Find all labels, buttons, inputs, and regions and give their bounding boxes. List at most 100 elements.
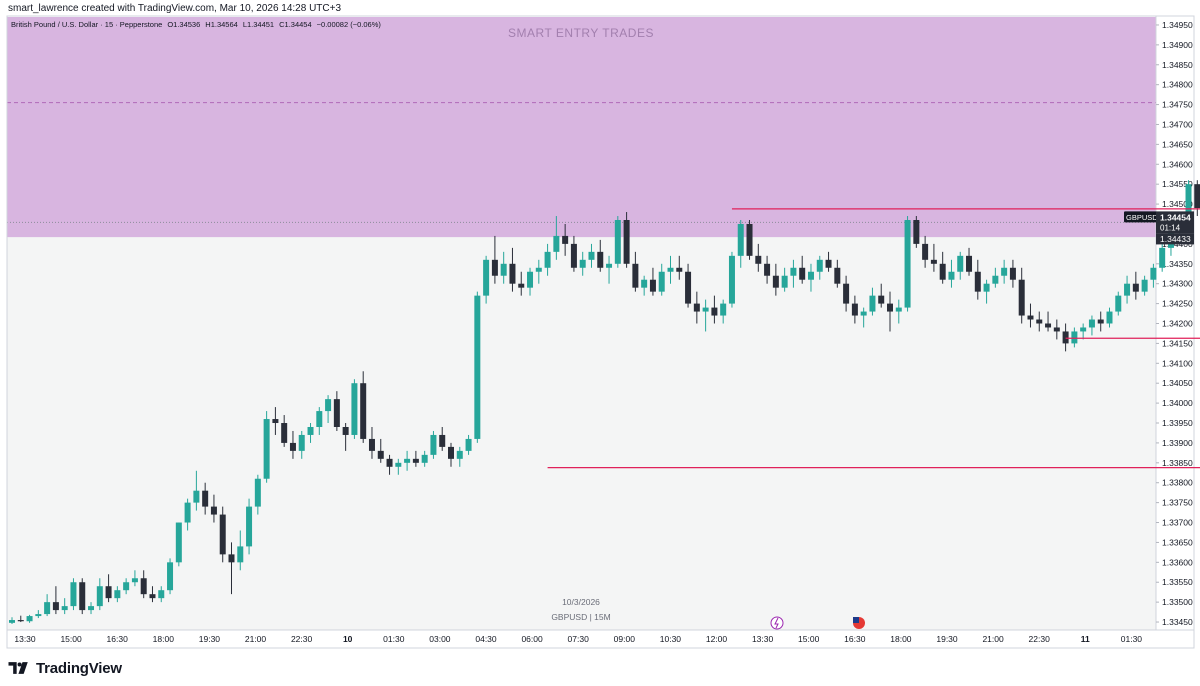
- candle-bearish[interactable]: [360, 383, 367, 439]
- candle-bullish[interactable]: [895, 307, 902, 312]
- candle-bullish[interactable]: [167, 562, 174, 591]
- candle-bullish[interactable]: [527, 271, 534, 288]
- candle-bearish[interactable]: [342, 426, 349, 435]
- candle-bullish[interactable]: [263, 419, 270, 479]
- candle-bearish[interactable]: [1045, 323, 1052, 328]
- candle-bearish[interactable]: [939, 263, 946, 280]
- candle-bullish[interactable]: [807, 271, 814, 280]
- candle-bullish[interactable]: [781, 275, 788, 288]
- candle-bullish[interactable]: [465, 438, 472, 451]
- candle-bearish[interactable]: [966, 255, 973, 272]
- candle-bearish[interactable]: [1036, 319, 1043, 324]
- candle-bullish[interactable]: [1185, 184, 1192, 221]
- candle-bearish[interactable]: [202, 490, 209, 507]
- candle-bearish[interactable]: [851, 303, 858, 316]
- candle-bearish[interactable]: [52, 602, 59, 611]
- candle-bullish[interactable]: [158, 590, 165, 599]
- candle-bullish[interactable]: [992, 275, 999, 284]
- candle-bearish[interactable]: [930, 259, 937, 264]
- candle-bullish[interactable]: [316, 411, 323, 427]
- candle-bullish[interactable]: [641, 279, 648, 288]
- candle-bullish[interactable]: [395, 462, 402, 467]
- candle-bullish[interactable]: [535, 267, 542, 272]
- candle-bearish[interactable]: [676, 267, 683, 272]
- candle-bullish[interactable]: [957, 255, 964, 272]
- candle-bullish[interactable]: [904, 220, 911, 308]
- candle-bearish[interactable]: [649, 279, 656, 292]
- candle-bearish[interactable]: [377, 450, 384, 459]
- candle-bearish[interactable]: [272, 419, 279, 424]
- candle-bullish[interactable]: [1150, 267, 1157, 280]
- candle-bearish[interactable]: [632, 263, 639, 288]
- candle-bearish[interactable]: [597, 251, 604, 268]
- candle-bullish[interactable]: [544, 251, 551, 268]
- candle-bullish[interactable]: [658, 271, 665, 292]
- candle-bearish[interactable]: [1132, 283, 1139, 292]
- candle-bearish[interactable]: [386, 458, 393, 467]
- candle-bullish[interactable]: [70, 582, 77, 607]
- candle-bearish[interactable]: [509, 263, 516, 284]
- candle-bearish[interactable]: [834, 267, 841, 284]
- candle-bearish[interactable]: [755, 255, 762, 264]
- candle-bullish[interactable]: [474, 295, 481, 439]
- candle-bullish[interactable]: [237, 546, 244, 563]
- candle-bullish[interactable]: [175, 522, 182, 563]
- candle-bullish[interactable]: [1071, 331, 1078, 344]
- candle-bearish[interactable]: [1194, 184, 1200, 209]
- candle-bullish[interactable]: [456, 450, 463, 459]
- candle-bearish[interactable]: [491, 259, 498, 276]
- candle-bearish[interactable]: [693, 303, 700, 312]
- candle-bullish[interactable]: [1159, 247, 1166, 268]
- candle-bullish[interactable]: [114, 590, 121, 599]
- candle-bullish[interactable]: [404, 458, 411, 463]
- candle-bullish[interactable]: [579, 259, 586, 268]
- candle-bullish[interactable]: [588, 251, 595, 260]
- candle-bullish[interactable]: [246, 506, 253, 547]
- candle-bullish[interactable]: [44, 602, 51, 615]
- candle-bearish[interactable]: [1027, 315, 1034, 320]
- candle-bullish[interactable]: [254, 478, 261, 507]
- candle-bullish[interactable]: [88, 606, 95, 611]
- candle-bearish[interactable]: [17, 620, 24, 622]
- candle-bullish[interactable]: [1080, 327, 1087, 332]
- candle-bullish[interactable]: [702, 307, 709, 312]
- candle-bullish[interactable]: [1124, 283, 1131, 296]
- candle-bearish[interactable]: [210, 506, 217, 515]
- candle-bullish[interactable]: [869, 295, 876, 312]
- candle-bullish[interactable]: [325, 399, 332, 412]
- candle-bullish[interactable]: [61, 606, 68, 611]
- candle-bearish[interactable]: [570, 243, 577, 268]
- candle-bearish[interactable]: [219, 514, 226, 555]
- candle-bullish[interactable]: [421, 454, 428, 463]
- candle-bearish[interactable]: [887, 303, 893, 312]
- candle-bullish[interactable]: [35, 614, 42, 617]
- candle-bearish[interactable]: [448, 446, 454, 459]
- smart-entry-zone[interactable]: [7, 17, 1156, 238]
- candle-bearish[interactable]: [623, 220, 630, 264]
- candle-bearish[interactable]: [825, 259, 832, 268]
- candle-bullish[interactable]: [298, 434, 305, 451]
- candle-bearish[interactable]: [685, 271, 692, 304]
- candle-bullish[interactable]: [816, 259, 823, 272]
- candle-bearish[interactable]: [799, 267, 806, 280]
- candle-bearish[interactable]: [105, 586, 112, 599]
- candle-bullish[interactable]: [1141, 279, 1148, 292]
- candle-bullish[interactable]: [351, 383, 358, 435]
- candle-bearish[interactable]: [1062, 331, 1069, 344]
- candle-bearish[interactable]: [913, 220, 920, 244]
- candle-bullish[interactable]: [860, 311, 867, 316]
- candle-bullish[interactable]: [96, 586, 103, 607]
- candle-bearish[interactable]: [878, 295, 885, 304]
- candle-bullish[interactable]: [193, 490, 200, 503]
- candle-bearish[interactable]: [149, 594, 156, 599]
- candle-bearish[interactable]: [439, 434, 446, 447]
- candle-bullish[interactable]: [1001, 267, 1008, 276]
- candle-bearish[interactable]: [289, 442, 296, 451]
- candle-bullish[interactable]: [131, 578, 138, 583]
- candle-bearish[interactable]: [228, 554, 235, 563]
- tradingview-branding[interactable]: TradingView: [8, 656, 122, 680]
- candle-bearish[interactable]: [711, 307, 718, 316]
- candle-bullish[interactable]: [1088, 319, 1095, 328]
- candle-bearish[interactable]: [333, 399, 340, 427]
- candle-bearish[interactable]: [1018, 279, 1025, 316]
